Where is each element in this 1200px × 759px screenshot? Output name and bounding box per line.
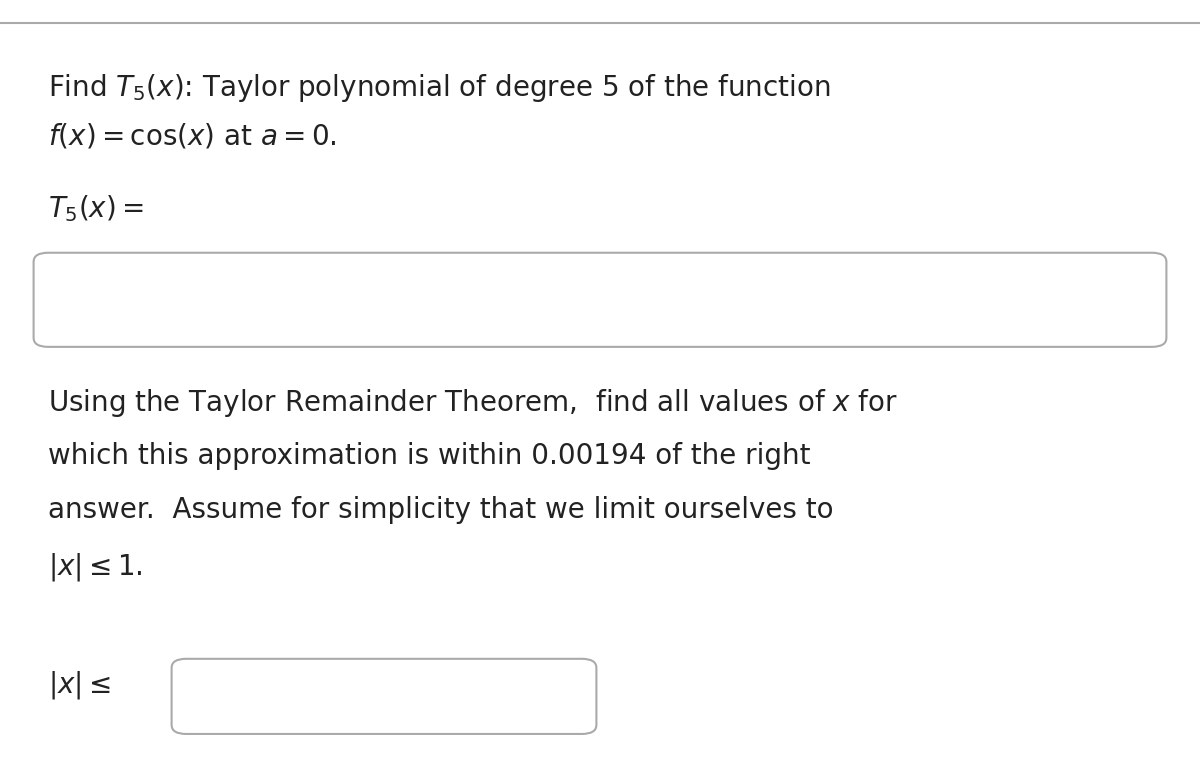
Text: which this approximation is within 0.00194 of the right: which this approximation is within 0.001… <box>48 442 810 470</box>
Text: answer.  Assume for simplicity that we limit ourselves to: answer. Assume for simplicity that we li… <box>48 496 834 524</box>
FancyBboxPatch shape <box>172 659 596 734</box>
Text: Using the Taylor Remainder Theorem,  find all values of $x$ for: Using the Taylor Remainder Theorem, find… <box>48 387 898 419</box>
Text: $|x| \leq 1$.: $|x| \leq 1$. <box>48 551 143 583</box>
Text: $|x| \leq$: $|x| \leq$ <box>48 669 110 701</box>
Text: $T_5(x) =$: $T_5(x) =$ <box>48 194 144 225</box>
FancyBboxPatch shape <box>34 253 1166 347</box>
Text: Find $T_5(x)$: Taylor polynomial of degree 5 of the function: Find $T_5(x)$: Taylor polynomial of degr… <box>48 72 830 104</box>
Text: $f(x) = \cos(x)$ at $a = 0$.: $f(x) = \cos(x)$ at $a = 0$. <box>48 121 337 150</box>
